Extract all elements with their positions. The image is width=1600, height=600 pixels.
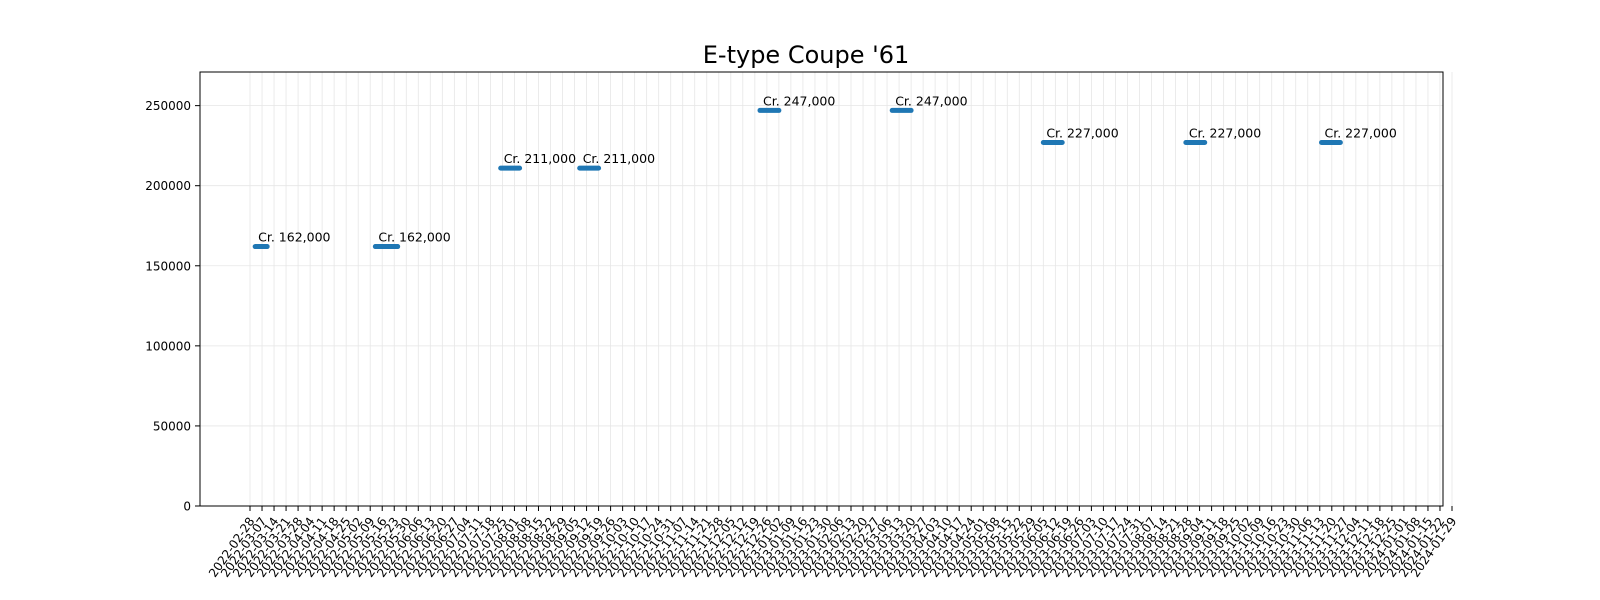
grid-layer [200,72,1453,507]
data-label: Cr. 227,000 [1189,125,1261,140]
y-tick-label: 0 [183,500,191,514]
data-label: Cr. 211,000 [583,151,655,166]
x-axis: 2022-02-282022-03-072022-03-142022-03-21… [206,506,1459,580]
series-layer [252,107,1343,250]
plot-area-frame [199,71,1444,507]
y-tick-label: 250000 [145,99,191,113]
label-layer: Cr. 162,000 Cr. 162,000 Cr. 211,000 Cr. 211… [258,93,1397,244]
data-label: Cr. 227,000 [1324,125,1396,140]
data-label: Cr. 227,000 [1046,125,1118,140]
data-label: Cr. 247,000 [895,93,967,108]
data-label: Cr. 162,000 [258,230,330,245]
y-tick-label: 150000 [145,259,191,273]
y-axis: 0 50000 100000 150000 200000 250000 [145,99,200,514]
y-tick-label: 50000 [153,419,191,433]
data-label: Cr. 247,000 [763,93,835,108]
chart-title: E-type Coupe '61 [703,41,909,69]
y-tick-label: 100000 [145,339,191,353]
y-tick-label: 200000 [145,179,191,193]
data-label: Cr. 211,000 [504,151,576,166]
data-label: Cr. 162,000 [378,230,450,245]
